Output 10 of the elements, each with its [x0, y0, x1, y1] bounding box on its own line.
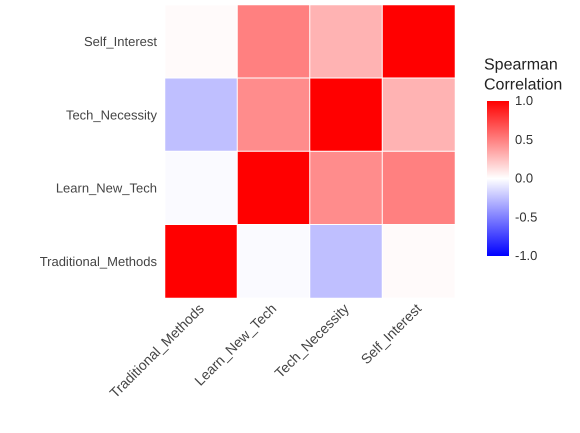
- color-bar-label: 1.0: [515, 93, 534, 108]
- color-bar-label: 0.0: [515, 170, 534, 186]
- color-bar-label: 0.5: [515, 132, 534, 147]
- y-tick-label: Learn_New_Tech: [56, 180, 157, 196]
- y-tick-label: Traditional_Methods: [40, 254, 158, 269]
- color-bar-label: -1.0: [515, 248, 538, 263]
- y-tick-label: Self_Interest: [84, 34, 158, 50]
- color-bar-title: Spearman Correlation: [484, 56, 562, 94]
- color-bar-label: -0.5: [515, 209, 538, 224]
- y-tick-label: Tech_Necessity: [66, 107, 158, 122]
